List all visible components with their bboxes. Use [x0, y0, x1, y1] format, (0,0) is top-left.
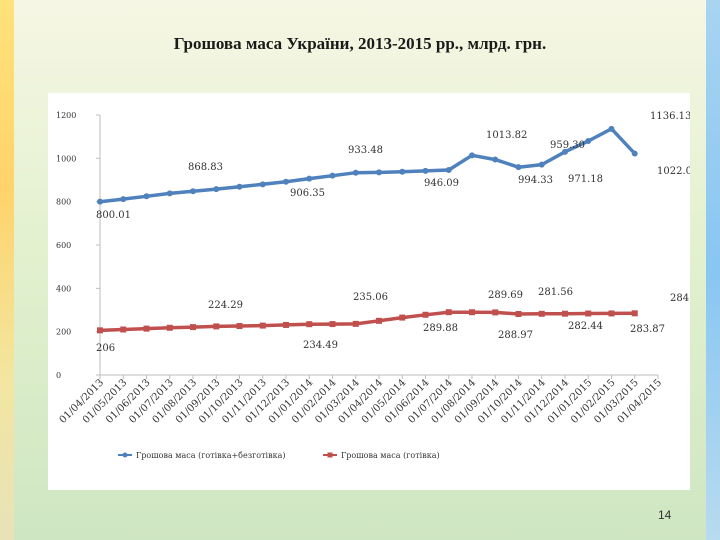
data-label: 289.88	[423, 323, 458, 334]
data-point	[352, 320, 359, 327]
data-point	[236, 323, 243, 330]
y-tick-label: 0	[56, 371, 61, 380]
data-point	[120, 326, 127, 333]
data-label: 283.87	[630, 324, 665, 335]
data-point	[143, 325, 150, 332]
y-axis: 0 200 400 600 800 1000 1200	[56, 111, 101, 380]
chart-legend: Грошова маса (готівка+безготівка) Грошова…	[118, 451, 440, 460]
data-point	[399, 168, 406, 175]
series-line-2	[99, 310, 635, 333]
data-point	[445, 309, 452, 316]
y-tick-label: 400	[56, 284, 71, 293]
data-point	[608, 310, 615, 317]
data-label: 906.35	[290, 188, 325, 199]
data-point	[213, 186, 220, 193]
data-labels-layer: 800.01 868.83 906.35 933.48 946.09 1013.82 994…	[96, 111, 705, 354]
data-label: 994.33	[518, 175, 553, 186]
data-point	[585, 310, 592, 317]
series-layer	[97, 125, 638, 334]
data-label: 284.75	[670, 293, 690, 304]
data-label: 971.18	[568, 174, 603, 185]
data-label: 959.30	[550, 140, 585, 151]
data-point	[329, 321, 336, 328]
data-point	[492, 156, 499, 163]
data-point	[585, 138, 592, 144]
data-point	[283, 178, 289, 185]
data-point	[259, 322, 266, 329]
data-point	[631, 310, 638, 317]
data-point	[120, 196, 127, 203]
data-label: 206	[96, 343, 115, 354]
data-point	[562, 310, 568, 317]
data-label: 234.49	[303, 340, 338, 351]
data-point	[306, 175, 313, 182]
legend-swatch-marker	[122, 452, 128, 458]
y-tick-label: 1000	[56, 154, 76, 163]
data-point	[376, 169, 382, 176]
y-tick-label: 600	[56, 241, 71, 250]
data-point	[213, 323, 220, 330]
y-tick-label: 200	[56, 328, 71, 337]
y-tick-label: 1200	[56, 111, 76, 120]
data-label: 1022.02	[657, 166, 690, 177]
data-point	[538, 161, 545, 168]
data-point	[97, 198, 103, 205]
money-supply-line-chart: 0 200 400 600 800 1000 1200 01/04/201301/05/20…	[56, 111, 705, 460]
series-2-points	[97, 309, 638, 334]
data-point	[283, 321, 289, 328]
right-decorative-stripe	[706, 0, 720, 540]
data-point	[445, 167, 452, 174]
data-point	[166, 190, 173, 197]
data-point	[422, 311, 429, 318]
data-point	[469, 152, 475, 159]
data-point	[422, 167, 429, 174]
data-point	[329, 172, 336, 179]
data-point	[190, 188, 196, 195]
legend-label: Грошова маса (готівка+безготівка)	[136, 451, 285, 460]
data-label: 1013.82	[486, 130, 527, 141]
data-label: 289.69	[488, 290, 523, 301]
slide-title: Грошова маса України, 2013-2015 рр., млр…	[173, 34, 547, 53]
left-decorative-stripe	[0, 0, 14, 540]
data-point	[143, 193, 150, 200]
data-point	[608, 125, 615, 132]
data-point	[190, 324, 196, 331]
data-point	[399, 314, 406, 321]
data-label: 1136.13	[650, 111, 690, 122]
data-point	[97, 327, 103, 334]
data-point	[306, 321, 313, 328]
data-point	[562, 148, 568, 155]
data-label: 868.83	[188, 162, 223, 173]
data-point	[515, 310, 522, 317]
data-label: 282.44	[568, 321, 603, 332]
data-label: 235.06	[353, 292, 388, 303]
data-point	[259, 181, 266, 188]
series-1-points	[97, 125, 638, 205]
legend-swatch-marker	[327, 452, 333, 458]
y-tick-label: 800	[56, 198, 71, 207]
chart-panel: 0 200 400 600 800 1000 1200 01/04/2013 01/05/20…	[48, 93, 705, 490]
page-number: 14	[658, 508, 672, 522]
data-label: 800.01	[96, 210, 131, 221]
data-point	[376, 317, 382, 324]
legend-label: Грошова маса (готівка)	[341, 451, 440, 460]
data-point	[515, 164, 522, 171]
data-point	[166, 324, 173, 331]
x-axis: 01/04/201301/05/201301/06/201301/07/2013…	[58, 374, 664, 426]
data-label: 933.48	[348, 145, 383, 156]
series-line-1	[99, 127, 637, 204]
data-point	[236, 183, 243, 190]
data-label: 288.97	[498, 330, 533, 341]
data-label: 224.29	[208, 300, 243, 311]
data-label: 946.09	[424, 178, 459, 189]
data-point	[631, 150, 638, 157]
data-point	[469, 309, 475, 316]
data-point	[492, 309, 499, 316]
data-label: 281.56	[538, 287, 573, 298]
data-point	[538, 310, 545, 317]
data-point	[352, 169, 359, 176]
